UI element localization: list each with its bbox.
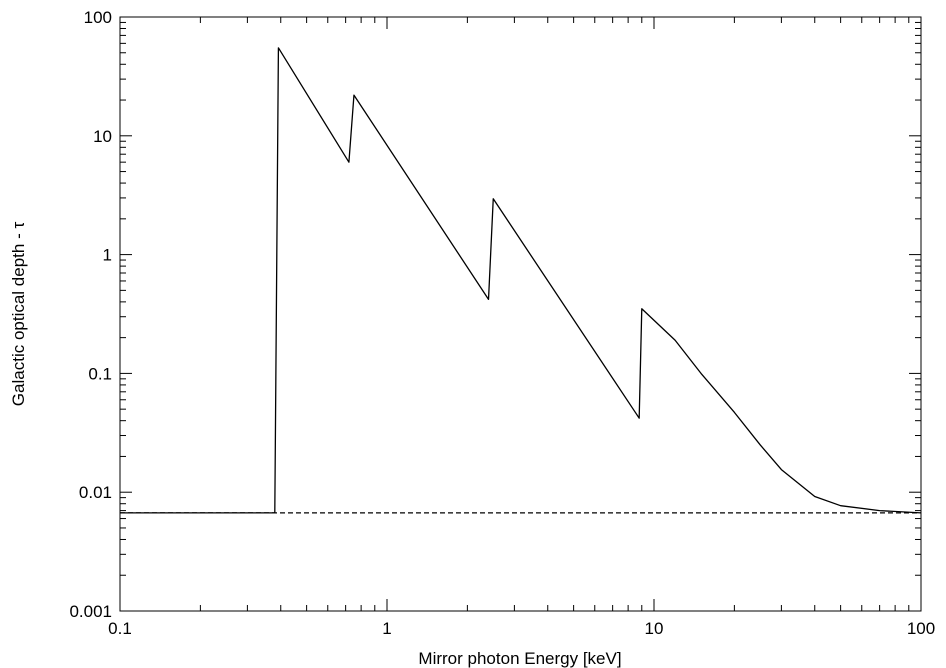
x-axis-label: Mirror photon Energy [keV] xyxy=(418,649,621,668)
y-tick-label: 1 xyxy=(103,246,112,265)
y-tick-label: 100 xyxy=(84,8,112,27)
plot-frame xyxy=(119,16,922,612)
y-tick-label: 0.001 xyxy=(69,602,112,621)
axis-ticks xyxy=(119,17,921,612)
optical-depth-line xyxy=(120,47,922,514)
x-tick-label: 100 xyxy=(907,619,935,638)
x-tick-label: 10 xyxy=(645,619,664,638)
y-axis-label: Galactic optical depth - τ xyxy=(9,222,28,407)
x-tick-label: 1 xyxy=(382,619,391,638)
series-layer xyxy=(120,47,922,514)
y-tick-label: 0.01 xyxy=(79,483,112,502)
x-tick-label: 0.1 xyxy=(108,619,132,638)
tick-labels: 0.1 1 10 100 0.001 0.01 0.1 1 10 100 xyxy=(69,8,935,638)
y-tick-label: 0.1 xyxy=(88,364,112,383)
y-tick-label: 10 xyxy=(93,127,112,146)
